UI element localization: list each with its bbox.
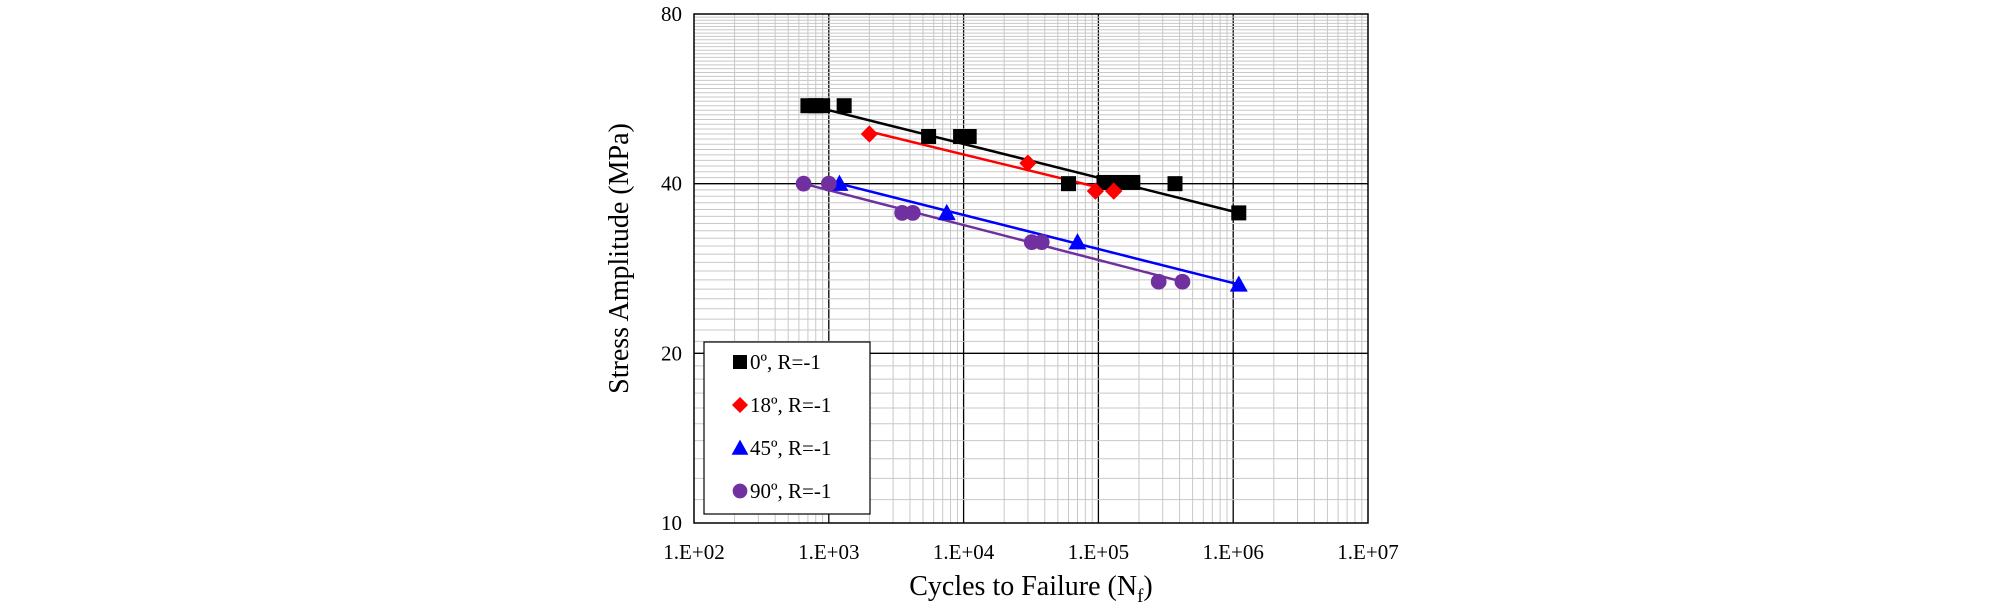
legend-box [703,341,871,515]
y-tick-label: 20 [661,341,682,365]
legend-label: 0º, R=-1 [750,350,821,374]
legend-entry: 90º, R=-1 [732,479,831,503]
data-point-square [815,98,831,114]
data-point-square [733,355,747,369]
legend-entry: 0º, R=-1 [733,350,821,374]
trend-line [839,182,1240,286]
plot-frame [693,13,1369,524]
legend-label: 45º, R=-1 [750,436,831,460]
data-point-circle [1174,273,1191,290]
y-tick-label: 40 [661,172,682,196]
x-axis-title: Cycles to Failure (Nf) [909,571,1153,606]
data-point-circle [1033,234,1050,251]
data-point-square [1167,176,1183,192]
data-point-circle [1150,273,1167,290]
x-tick-labels: 1.E+02 1.E+03 1.E+04 1.E+05 1.E+06 1.E+07 [663,540,1398,564]
data-point-circle [904,205,921,221]
y-tick-label: 10 [661,511,682,535]
data-point-square [961,129,977,145]
y-axis-title: Stress Amplitude (MPa) [604,123,635,394]
data-point-diamond [731,396,749,414]
data-point-square [1060,176,1076,192]
series-markers [860,125,1123,200]
data-point-square [1231,205,1247,221]
data-point-triangle [1229,275,1248,292]
data-point-square [921,129,937,145]
series-markers [795,175,1191,290]
series-markers [830,174,1248,292]
x-tick-label: 1.E+06 [1202,540,1263,564]
x-tick-label: 1.E+07 [1337,540,1398,564]
y-tick-label: 80 [661,2,682,26]
data-point-diamond [1105,182,1123,200]
data-point-square [1096,174,1112,190]
data-point-triangle [937,203,956,221]
data-point-triangle [731,439,749,455]
x-axis-title-subscript: f [1137,586,1144,606]
x-axis-title-main: Cycles to Failure (N [909,571,1137,602]
series-markers [800,98,1247,221]
data-point-circle [732,483,748,499]
legend-entry: 18º, R=-1 [731,393,831,417]
data-point-square [1125,174,1141,190]
legend-label: 90º, R=-1 [750,479,831,503]
x-tick-label: 1.E+02 [663,540,724,564]
data-markers [795,98,1248,292]
data-point-diamond [1086,182,1105,200]
legend-entry: 45º, R=-1 [731,436,831,460]
data-point-circle [795,175,812,192]
data-point-triangle [1068,233,1087,250]
data-point-diamond [860,125,879,143]
y-tick-labels: 10 20 40 80 [661,2,682,535]
data-point-circle [820,175,837,192]
trend-line [803,182,1183,283]
x-axis-title-close: ) [1143,571,1152,602]
data-point-diamond [1019,154,1037,172]
x-tick-label: 1.E+04 [933,540,995,564]
x-tick-label: 1.E+03 [798,540,859,564]
legend-label: 18º, R=-1 [750,393,831,417]
x-tick-label: 1.E+05 [1068,540,1129,564]
data-point-square [836,98,852,114]
legend: 0º, R=-1 18º, R=-1 45º, R=-1 90º, R=-1 [703,341,871,515]
